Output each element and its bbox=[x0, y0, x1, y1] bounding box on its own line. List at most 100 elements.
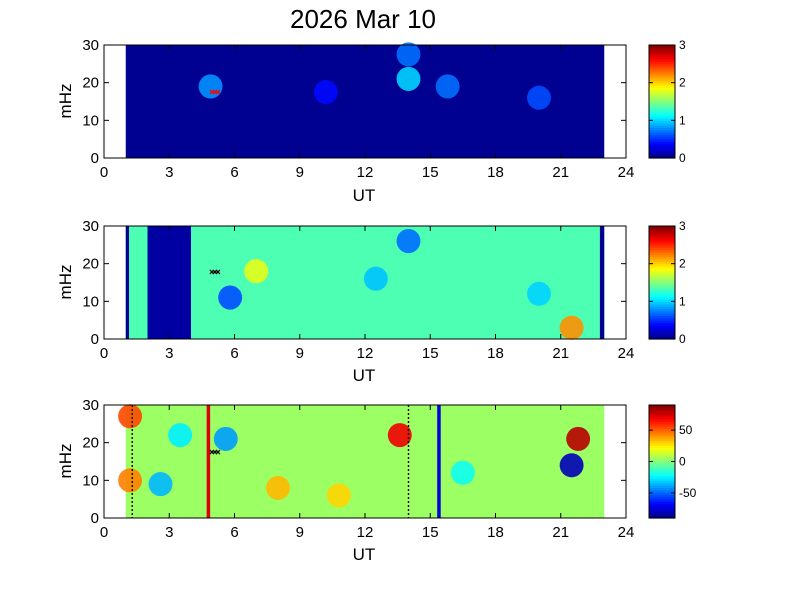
panel-1-xtick-label-7: 21 bbox=[552, 164, 569, 181]
panel-1-colorbar-tick-label-3: 3 bbox=[679, 38, 686, 52]
panel-3-heatmap-background bbox=[125, 405, 605, 518]
panel-3-xtick-label-1: 3 bbox=[165, 524, 173, 541]
panel-2-colorbar-tick-label-1: 1 bbox=[679, 294, 686, 308]
panel-3: UT mHz 0 3 6 9 12 15 18 21 24 0 10 20 30 -50 0 50 bbox=[56, 397, 697, 564]
panel-1-blob-1 bbox=[313, 80, 338, 105]
panel-3-blob-7 bbox=[168, 423, 193, 448]
panel-3-xlabel: UT bbox=[353, 545, 376, 564]
panel-3-blob-3 bbox=[118, 404, 143, 429]
panel-1-blob-5 bbox=[527, 85, 551, 110]
panel-1-xtick-label-6: 18 bbox=[487, 164, 504, 181]
panel-3-blob-10 bbox=[450, 460, 475, 485]
panel-3-ytick-label-0: 0 bbox=[91, 510, 99, 527]
panel-3-event-marker-0 bbox=[209, 449, 221, 455]
panel-2-colorbar-tick-label-3: 3 bbox=[679, 219, 686, 233]
figure-title: 2026 Mar 10 bbox=[290, 4, 436, 34]
panel-2-xtick-label-8: 24 bbox=[618, 345, 635, 362]
panel-2-heatmap bbox=[125, 226, 605, 340]
panel-1-blob-2 bbox=[396, 66, 421, 91]
panel-2-band-1 bbox=[147, 226, 191, 339]
panel-1-xtick-label-3: 9 bbox=[296, 164, 304, 181]
panel-1-ytick-label-2: 20 bbox=[82, 75, 99, 92]
panel-3-blob-1 bbox=[559, 453, 584, 478]
panel-3-ytick-label-1: 10 bbox=[82, 472, 99, 489]
panel-3-xtick-label-3: 9 bbox=[296, 524, 304, 541]
panel-3-xtick-label-7: 21 bbox=[552, 524, 569, 541]
panel-2-band-2 bbox=[599, 226, 605, 339]
panel-3-ytick-label-2: 20 bbox=[82, 435, 99, 452]
panel-3-blob-2 bbox=[566, 426, 591, 451]
panel-1-xtick-label-8: 24 bbox=[618, 164, 635, 181]
panel-3-xtick-label-6: 18 bbox=[487, 524, 504, 541]
panel-1-xtick-label-5: 15 bbox=[422, 164, 439, 181]
panel-3-ytick-label-3: 30 bbox=[82, 397, 99, 414]
panel-2-xtick-label-3: 9 bbox=[296, 345, 304, 362]
panel-2-blob-4 bbox=[244, 259, 269, 284]
panel-2-xtick-label-0: 0 bbox=[100, 345, 108, 362]
panel-3-colorbar-tick-label-1: 0 bbox=[679, 455, 686, 469]
panel-3-heatmap bbox=[118, 404, 605, 518]
panel-3-xtick-label-8: 24 bbox=[618, 524, 635, 541]
panel-2-ytick-label-3: 30 bbox=[82, 218, 99, 235]
panel-2-blob-0 bbox=[396, 229, 421, 254]
panel-1-xtick-label-0: 0 bbox=[100, 164, 108, 181]
panel-3-colorbar: -50 0 50 bbox=[648, 404, 697, 519]
panel-2-blob-2 bbox=[218, 285, 243, 310]
panel-2-blob-5 bbox=[527, 281, 551, 306]
panel-2-xtick-label-6: 18 bbox=[487, 345, 504, 362]
panel-2-xtick-label-5: 15 bbox=[422, 345, 439, 362]
panel-1-colorbar: 0 1 2 3 bbox=[648, 38, 686, 165]
panel-1-event-marker-0 bbox=[209, 89, 221, 95]
panel-1-xlabel: UT bbox=[353, 186, 376, 205]
panel-2-xtick-label-7: 21 bbox=[552, 345, 569, 362]
panel-3-blob-0 bbox=[387, 423, 412, 448]
panel-3-blob-4 bbox=[118, 468, 143, 493]
panel-2-xtick-label-2: 6 bbox=[230, 345, 238, 362]
panel-3-xtick-label-4: 12 bbox=[357, 524, 374, 541]
panel-3-colorbar-tick-label-0: -50 bbox=[679, 486, 697, 500]
panel-1-heatmap-background bbox=[125, 45, 605, 158]
panel-2-ylabel: mHz bbox=[56, 265, 75, 300]
panel-2-colorbar-frame bbox=[648, 225, 676, 340]
panel-1-blob-3 bbox=[396, 42, 421, 67]
panel-2-blob-1 bbox=[363, 266, 388, 291]
panel-3-xtick-label-5: 15 bbox=[422, 524, 439, 541]
panel-3-blob-6 bbox=[213, 426, 238, 451]
panel-1-xtick-label-1: 3 bbox=[165, 164, 173, 181]
panel-2-ytick-label-1: 10 bbox=[82, 293, 99, 310]
panel-1-xtick-label-4: 12 bbox=[357, 164, 374, 181]
panel-3-blob-5 bbox=[148, 472, 173, 497]
panel-1-colorbar-tick-label-0: 0 bbox=[679, 151, 686, 165]
panel-2-colorbar-tick-label-2: 2 bbox=[679, 257, 686, 271]
panel-2-ytick-label-0: 0 bbox=[91, 331, 99, 348]
panel-3-ylabel: mHz bbox=[56, 444, 75, 479]
panel-1-colorbar-tick-label-1: 1 bbox=[679, 113, 686, 127]
panel-1-colorbar-frame bbox=[648, 44, 676, 159]
panel-1-ylabel: mHz bbox=[56, 84, 75, 119]
panel-1-heatmap bbox=[125, 42, 605, 158]
panel-3-blob-9 bbox=[326, 483, 351, 508]
panel-2-event-marker-0 bbox=[209, 269, 221, 275]
panel-2-band-0 bbox=[125, 226, 130, 339]
panel-2-ytick-label-2: 20 bbox=[82, 256, 99, 273]
panel-3-xtick-label-0: 0 bbox=[100, 524, 108, 541]
panel-3-xtick-label-2: 6 bbox=[230, 524, 238, 541]
panel-2-xtick-label-4: 12 bbox=[357, 345, 374, 362]
panel-1-ytick-label-1: 10 bbox=[82, 112, 99, 129]
panel-2-colorbar-tick-label-0: 0 bbox=[679, 332, 686, 346]
panel-1-ytick-label-3: 30 bbox=[82, 37, 99, 54]
panel-2-xlabel: UT bbox=[353, 366, 376, 385]
panel-1-blob-4 bbox=[435, 74, 460, 99]
panel-3-blob-8 bbox=[266, 475, 290, 500]
panel-2-xtick-label-1: 3 bbox=[165, 345, 173, 362]
panel-1-blob-0 bbox=[198, 74, 223, 99]
panel-1-ytick-label-0: 0 bbox=[91, 150, 99, 167]
panel-1-xtick-label-2: 6 bbox=[230, 164, 238, 181]
panel-1-colorbar-tick-label-2: 2 bbox=[679, 76, 686, 90]
panel-2-blob-3 bbox=[559, 315, 584, 340]
panel-3-colorbar-tick-label-2: 50 bbox=[679, 423, 693, 437]
panel-2-colorbar: 0 1 2 3 bbox=[648, 219, 686, 346]
